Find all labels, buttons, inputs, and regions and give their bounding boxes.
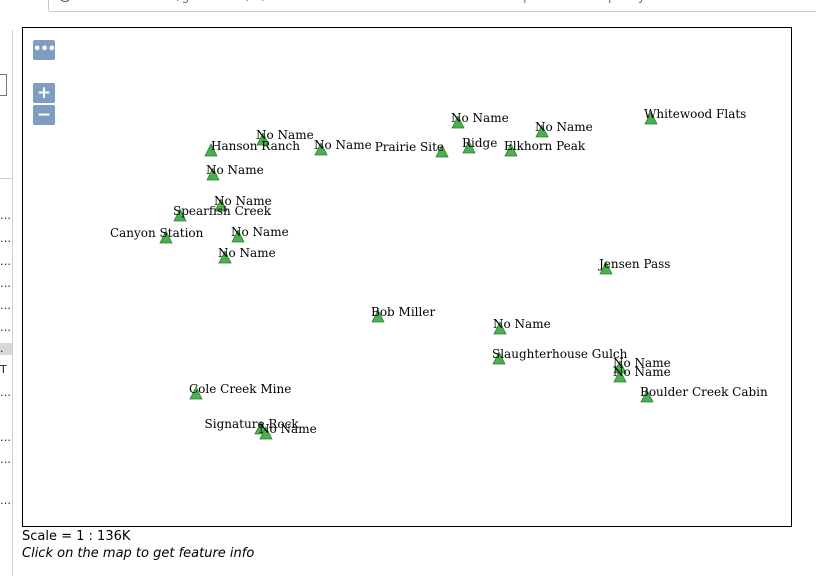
site-label: No Name [256, 128, 314, 142]
site-marker[interactable] [535, 124, 549, 138]
site-label: No Name [214, 194, 272, 208]
site-marker[interactable] [462, 140, 476, 154]
url-text: localhost:8080/geoserver/sf/wms?service=… [81, 0, 816, 4]
divider [0, 178, 12, 179]
site-marker[interactable] [492, 351, 506, 365]
site-label: No Name [218, 246, 276, 260]
sidebar-row[interactable]: … [0, 209, 11, 222]
site-label: Jensen Pass [597, 257, 670, 271]
site-label: Cole Creek Mine [189, 382, 291, 396]
scale-label: Scale = 1 : 136K [22, 529, 131, 544]
site-marker[interactable] [259, 426, 273, 440]
sidebar-row[interactable]: … [0, 277, 11, 290]
site-marker[interactable] [644, 111, 658, 125]
site-label: Boulder Creek Cabin [640, 385, 768, 399]
site-label: Ridge [462, 136, 497, 150]
site-marker[interactable] [256, 132, 270, 146]
site-label: No Name [451, 111, 509, 125]
site-marker[interactable] [435, 144, 449, 158]
site-label: Spearfish Creek [173, 204, 272, 218]
site-marker[interactable] [173, 208, 187, 222]
sidebar-row[interactable]: . [0, 343, 12, 355]
sidebar-row[interactable]: … [0, 255, 11, 268]
site-label: No Name [231, 225, 289, 239]
sidebar-row[interactable]: … [0, 453, 11, 466]
sidebar-row[interactable]: … [0, 232, 11, 245]
address-bar[interactable]: localhost:8080/geoserver/sf/wms?service=… [48, 0, 816, 12]
site-marker[interactable] [189, 386, 203, 400]
site-marker[interactable] [159, 230, 173, 244]
site-label: Signature Rock [205, 417, 300, 431]
sidebar-row[interactable]: … [0, 321, 11, 334]
side-input[interactable] [0, 74, 7, 96]
more-controls-button[interactable]: ••• [33, 40, 56, 60]
sidebar-row[interactable]: … [0, 431, 11, 444]
sidebar-row[interactable]: … [0, 299, 11, 312]
site-label: No Name [259, 422, 317, 436]
feature-info-hint: Click on the map to get feature info [22, 546, 255, 561]
site-label: No Name [314, 138, 372, 152]
site-marker[interactable] [451, 115, 465, 129]
site-marker[interactable] [206, 167, 220, 181]
site-marker[interactable] [371, 309, 385, 323]
ellipsis-icon: ••• [33, 42, 56, 57]
zoom-out-button[interactable]: − [33, 105, 55, 125]
site-marker[interactable] [613, 369, 627, 383]
site-marker[interactable] [493, 321, 507, 335]
sidebar-row[interactable]: … [0, 386, 11, 399]
zoom-in-button[interactable]: + [33, 83, 55, 103]
info-icon[interactable] [59, 0, 71, 2]
site-label: Bob Miller [371, 305, 435, 319]
left-panel: … … … … … …. T … … … … [0, 30, 13, 576]
site-label: No Name [493, 317, 551, 331]
site-label: Hanson Ranch [211, 139, 300, 153]
site-marker[interactable] [204, 143, 218, 157]
site-label: Canyon Station [110, 226, 204, 240]
site-marker[interactable] [599, 261, 613, 275]
site-label: Slaughterhouse Gulch [492, 347, 628, 361]
site-marker[interactable] [218, 250, 232, 264]
site-label: Whitewood Flats [644, 107, 746, 121]
map-viewport[interactable]: No Name No Name Whitewood Flats No Name Hans… [22, 27, 792, 527]
site-label: No Name [613, 365, 671, 379]
site-marker[interactable] [314, 142, 328, 156]
site-marker[interactable] [214, 198, 228, 212]
site-label: No Name [613, 356, 671, 370]
sidebar-row[interactable]: T [0, 363, 7, 376]
site-label: Prairie Site [375, 140, 444, 154]
site-label: Elkhorn Peak [504, 139, 586, 153]
site-label: No Name [206, 163, 264, 177]
site-label: No Name [535, 120, 593, 134]
sidebar-row[interactable]: … [0, 494, 11, 507]
site-marker[interactable] [231, 229, 245, 243]
site-marker[interactable] [504, 143, 518, 157]
site-marker[interactable] [640, 389, 654, 403]
